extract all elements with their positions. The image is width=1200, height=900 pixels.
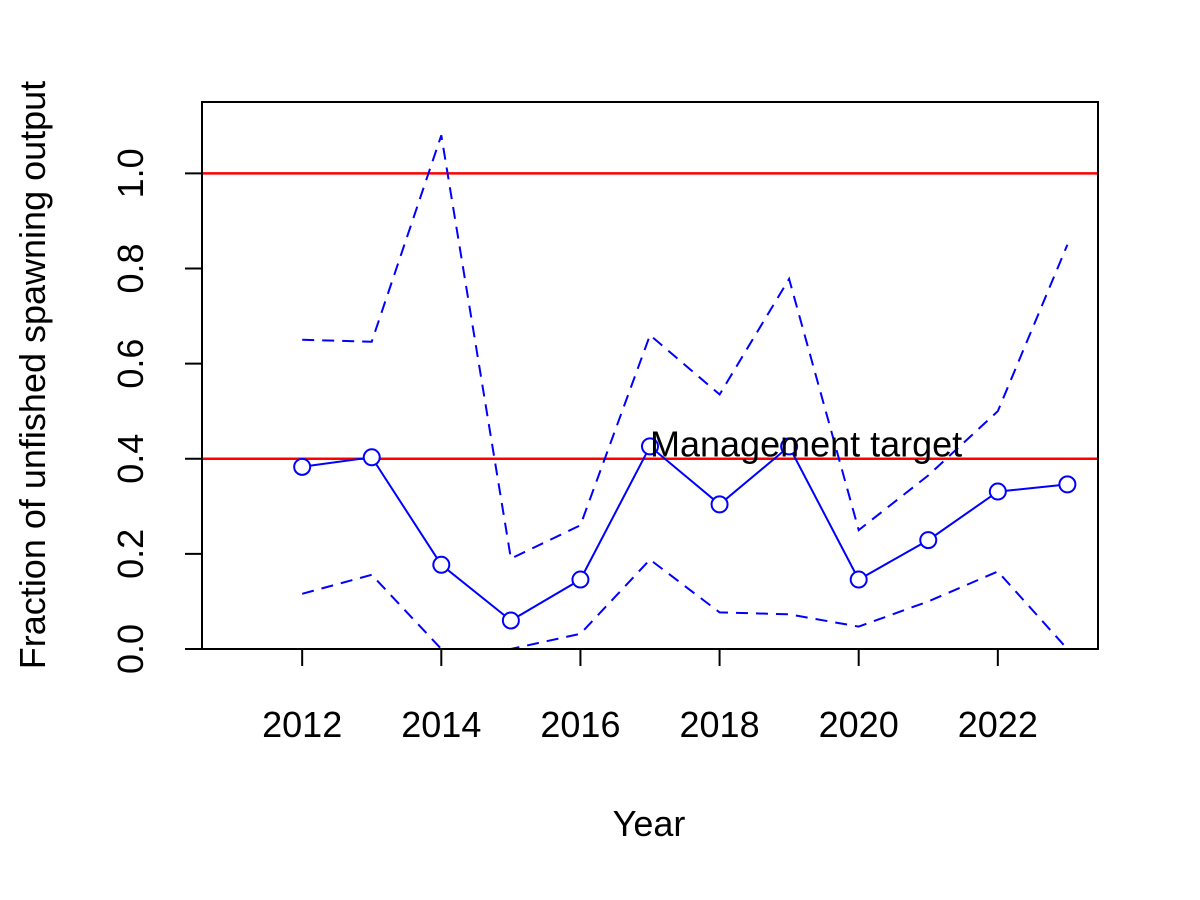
data-point <box>919 531 938 550</box>
series-line-estimate <box>302 444 1068 622</box>
series-line-lower-interval <box>301 558 1069 650</box>
series-line-upper-interval <box>302 134 1069 561</box>
annotations: Management target <box>650 424 962 465</box>
data-point <box>293 457 312 476</box>
y-axis-title: Fraction of unfished spawning output <box>12 81 53 669</box>
data-point <box>432 555 451 574</box>
x-axis: 2012 2014 2016 2018 2020 2022 <box>262 648 1038 745</box>
x-tick-label: 2014 <box>401 704 481 745</box>
data-point <box>710 495 729 514</box>
y-tick-label: 1.0 <box>110 148 151 198</box>
x-tick-label: 2018 <box>680 704 760 745</box>
x-axis-title: Year <box>613 803 686 844</box>
x-tick-label: 2020 <box>819 704 899 745</box>
y-tick-label: 0.4 <box>110 434 151 484</box>
data-point <box>571 570 590 589</box>
y-tick-label: 0.6 <box>110 339 151 389</box>
data-point <box>362 448 381 467</box>
y-tick-label: 0.8 <box>110 243 151 293</box>
x-tick-label: 2022 <box>958 704 1038 745</box>
data-point <box>641 437 659 456</box>
y-tick-label: 0.2 <box>110 529 151 579</box>
data-point <box>988 482 1007 501</box>
data-point <box>849 570 868 589</box>
plot-frame <box>201 101 1099 650</box>
y-tick-label: 0.0 <box>110 624 151 674</box>
x-tick-label: 2016 <box>540 704 620 745</box>
x-tick-label: 2012 <box>262 704 342 745</box>
data-point <box>780 437 799 456</box>
management-target-label: Management target <box>650 424 962 465</box>
reference-lines <box>202 172 1098 460</box>
series-layer <box>293 134 1077 650</box>
data-point <box>501 611 520 630</box>
data-point <box>1058 475 1077 494</box>
y-axis: 0.0 0.2 0.4 0.6 0.8 1.0 <box>110 148 203 674</box>
